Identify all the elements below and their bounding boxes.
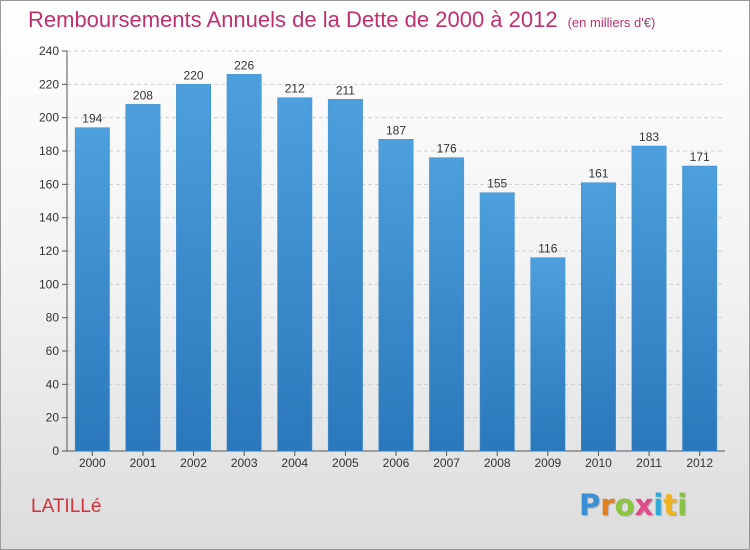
bar-2009	[530, 257, 566, 452]
y-tick-label: 100	[39, 277, 59, 291]
bar-value-label: 176	[437, 142, 457, 156]
chart-title-line: Remboursements Annuels de la Dette de 20…	[28, 7, 655, 33]
bar-value-label: 161	[588, 167, 608, 181]
x-tick-label: 2001	[130, 456, 157, 470]
y-tick-label: 200	[39, 111, 59, 125]
x-tick-label: 2004	[281, 456, 308, 470]
y-tick-label: 20	[46, 411, 60, 425]
bar-2003	[226, 74, 262, 452]
logo-letter: i	[677, 488, 688, 522]
bar-value-label: 187	[386, 123, 406, 137]
commune-name: LATILLé	[31, 496, 102, 517]
x-tick-label: 2009	[534, 456, 561, 470]
bar-2008	[479, 192, 515, 452]
bar-value-label: 183	[639, 130, 659, 144]
logo-letter: o	[614, 488, 635, 522]
logo-letter: P	[579, 488, 601, 522]
bar-value-label: 116	[538, 242, 557, 256]
bar-2010	[581, 182, 616, 452]
bars	[74, 74, 718, 452]
bar-2006	[378, 139, 414, 452]
x-tick-label: 2005	[332, 456, 359, 470]
y-tick-label: 160	[39, 177, 59, 191]
bar-value-label: 194	[82, 112, 102, 126]
x-tick-label: 2010	[585, 456, 612, 470]
y-tick-label: 0	[52, 444, 59, 458]
bar-value-label: 220	[184, 68, 204, 82]
bar-value-label: 171	[690, 150, 710, 164]
chart-unit-label: (en milliers d'€)	[567, 15, 656, 30]
bar-2011	[631, 145, 667, 452]
x-tick-label: 2002	[180, 456, 207, 470]
x-tick-label: 2003	[231, 456, 258, 470]
y-tick-label: 80	[46, 311, 60, 325]
bar-value-label: 212	[285, 82, 305, 96]
proxiti-logo: Proxiti	[579, 488, 687, 522]
bar-value-label: 211	[336, 83, 355, 97]
x-tick-label: 2008	[484, 456, 511, 470]
y-tick-label: 40	[46, 377, 60, 391]
bar-2004	[277, 97, 313, 452]
bar-2012	[682, 165, 718, 452]
logo-letter: t	[663, 488, 678, 522]
x-tick-label: 2012	[686, 456, 713, 470]
bar-value-label: 155	[487, 177, 507, 191]
logo-letter: x	[634, 488, 654, 522]
logo-letter: i	[653, 488, 664, 522]
y-tick-label: 240	[39, 44, 59, 58]
x-tick-label: 2011	[636, 456, 662, 470]
bar-2005	[327, 99, 363, 452]
bar-value-label: 208	[133, 88, 153, 102]
y-tick-label: 180	[39, 144, 59, 158]
bar-2007	[429, 157, 465, 452]
y-tick-label: 220	[39, 77, 59, 91]
y-tick-label: 120	[39, 244, 59, 258]
labels: 0 20 40 60 80 100 120 140 160 180 200 220 240 194 2000…	[39, 44, 713, 470]
bar-2001	[125, 104, 161, 452]
x-tick-label: 2007	[433, 456, 460, 470]
chart-title: Remboursements Annuels de la Dette de 20…	[28, 7, 558, 32]
y-tick-label: 140	[39, 211, 59, 225]
bar-2002	[176, 84, 211, 452]
x-tick-label: 2006	[383, 456, 410, 470]
logo-letter: r	[600, 488, 615, 522]
x-tick-label: 2000	[79, 456, 106, 470]
bar-value-label: 226	[234, 58, 254, 72]
y-tick-label: 60	[46, 344, 60, 358]
bar-2000	[74, 127, 110, 452]
